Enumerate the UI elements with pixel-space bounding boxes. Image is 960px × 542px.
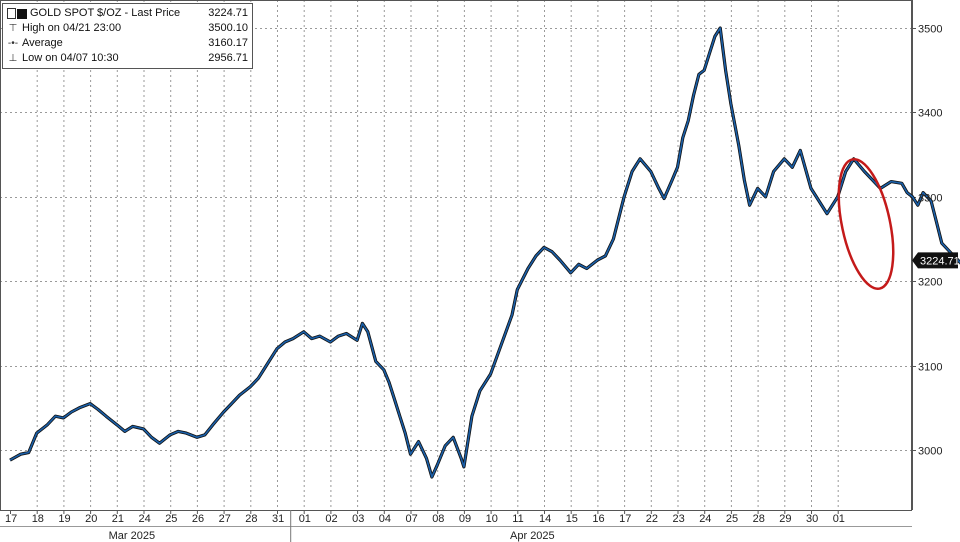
- high-marker-icon: ⊤: [8, 23, 18, 34]
- low-marker-icon: ⊥: [8, 53, 18, 64]
- month-label: Mar 2025: [109, 530, 155, 542]
- x-tick-label: 17: [619, 513, 631, 525]
- tick-labels: 17 18 19 20 21 24 25 26 27 28 31 01 02 03 04 07 08 09 10 11…: [5, 24, 942, 542]
- legend-row-high: ⊤ High on 04/21 23:00 3500.10: [7, 21, 248, 36]
- legend-high-label: High on 04/21 23:00: [22, 22, 122, 34]
- last-price-tag-box: [912, 252, 958, 269]
- y-tick-label: 3300: [918, 193, 942, 205]
- y-tick-label: 3100: [918, 362, 942, 374]
- x-tick-label: 17: [5, 513, 17, 525]
- legend-average-label: Average: [22, 37, 63, 49]
- x-tick-label: 19: [58, 513, 70, 525]
- price-series: [9, 26, 960, 479]
- x-tick-label: 24: [139, 513, 151, 525]
- series-swatch-icon: [17, 8, 27, 19]
- x-tick-label: 25: [726, 513, 738, 525]
- legend-low-value: 2956.71: [208, 52, 248, 64]
- x-tick-label: 03: [352, 513, 364, 525]
- x-tick-label: 01: [833, 513, 845, 525]
- x-tick-label: 20: [85, 513, 97, 525]
- x-tick-label: 01: [299, 513, 311, 525]
- legend-title: GOLD SPOT $/OZ - Last Price: [30, 7, 181, 19]
- y-tick-label: 3400: [918, 108, 942, 120]
- x-tick-label: 15: [566, 513, 578, 525]
- x-tick-label: 08: [432, 513, 444, 525]
- x-tick-label: 22: [646, 513, 658, 525]
- axes: [0, 0, 916, 542]
- x-tick-label: 31: [272, 513, 284, 525]
- y-tick-label: 3000: [918, 446, 942, 458]
- x-tick-label: 29: [779, 513, 791, 525]
- last-price-tag: 3224.71: [912, 252, 960, 269]
- x-tick-label: 24: [699, 513, 711, 525]
- highlight-ellipse: [837, 157, 895, 291]
- last-price-tag-label: 3224.71: [920, 255, 960, 267]
- legend-average-value: 3160.17: [208, 37, 248, 49]
- x-tick-label: 18: [32, 513, 44, 525]
- legend-high-value: 3500.10: [208, 22, 248, 34]
- x-tick-label: 25: [165, 513, 177, 525]
- x-tick-label: 04: [379, 513, 391, 525]
- x-tick-label: 21: [112, 513, 124, 525]
- average-marker-icon: -•-: [7, 38, 19, 49]
- legend-last-price: 3224.71: [208, 7, 248, 19]
- expand-box-icon[interactable]: [7, 8, 16, 19]
- x-tick-label: 28: [753, 513, 765, 525]
- x-tick-label: 26: [192, 513, 204, 525]
- x-tick-label: 09: [459, 513, 471, 525]
- legend-row-low: ⊥ Low on 04/07 10:30 2956.71: [7, 51, 248, 66]
- x-tick-label: 28: [245, 513, 257, 525]
- x-tick-label: 11: [512, 513, 523, 525]
- x-tick-label: 27: [219, 513, 231, 525]
- x-tick-label: 23: [673, 513, 685, 525]
- price-line: [9, 27, 960, 478]
- price-line-shadow: [9, 26, 960, 479]
- x-tick-label: 07: [406, 513, 418, 525]
- x-tick-label: 30: [806, 513, 818, 525]
- x-tick-label: 14: [539, 513, 551, 525]
- plot-frame: [0, 0, 912, 511]
- legend-title-row: GOLD SPOT $/OZ - Last Price 3224.71: [7, 6, 248, 21]
- x-tick-label: 16: [592, 513, 604, 525]
- legend-low-label: Low on 04/07 10:30: [22, 52, 119, 64]
- grid-lines: [0, 0, 912, 510]
- x-tick-label: 02: [325, 513, 337, 525]
- y-tick-label: 3500: [918, 24, 942, 36]
- x-tick-label: 10: [486, 513, 498, 525]
- y-tick-label: 3200: [918, 277, 942, 289]
- chart-legend: GOLD SPOT $/OZ - Last Price 3224.71 ⊤ Hi…: [2, 3, 253, 69]
- month-label: Apr 2025: [510, 530, 555, 542]
- legend-row-average: -•- Average 3160.17: [7, 36, 248, 51]
